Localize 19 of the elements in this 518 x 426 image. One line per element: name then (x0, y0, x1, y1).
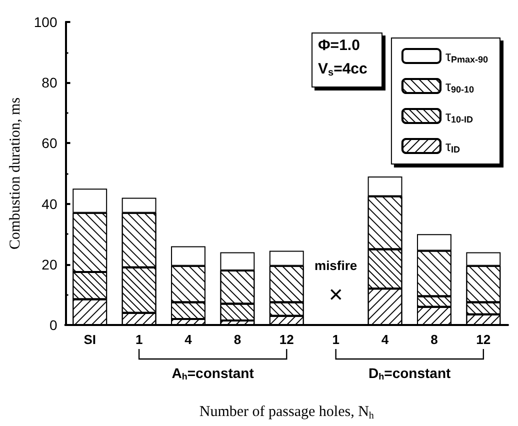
x-tick-label: 1 (332, 332, 340, 347)
y-tick-label: 100 (34, 14, 58, 30)
y-tick-label: 20 (42, 256, 58, 272)
y-axis-title: Combustion duration, ms (8, 97, 24, 250)
y-tick-label: 60 (42, 135, 58, 152)
x-tick-label: 12 (476, 332, 491, 347)
annotation: misfire (314, 258, 358, 273)
y-tick-label: 0 (49, 317, 58, 333)
x-tick-label: 1 (135, 332, 143, 347)
y-tick-label: 80 (42, 74, 58, 91)
x-tick-label: 4 (184, 332, 193, 347)
x-tick-label: 8 (430, 332, 438, 347)
x-tick-label: SI (84, 332, 96, 347)
annotation: × (328, 282, 343, 308)
x-tick-label: 12 (279, 332, 294, 347)
x-tick-label: 4 (381, 332, 390, 347)
x-tick-label: 8 (234, 332, 242, 347)
y-tick-label: 40 (42, 196, 58, 212)
annotation: Φ=1.0 (318, 37, 360, 54)
